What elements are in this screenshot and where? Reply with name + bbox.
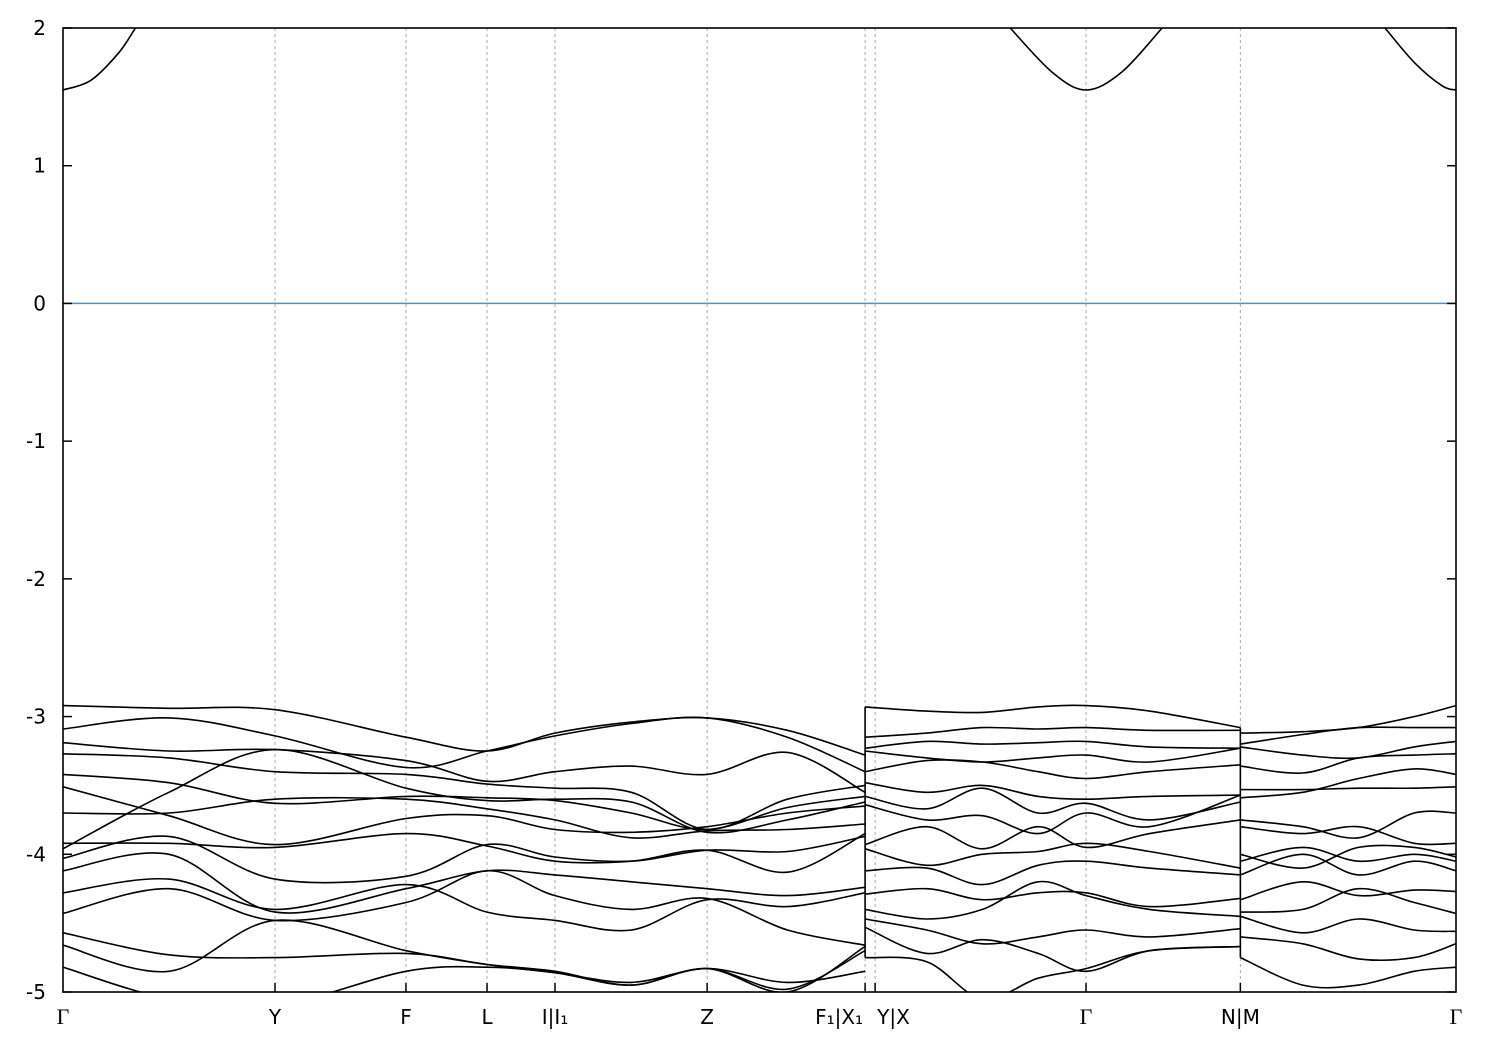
valence-band-line bbox=[63, 753, 866, 831]
valence-band-line bbox=[1240, 853, 1456, 876]
x-tick-label: I|I₁ bbox=[542, 1005, 569, 1029]
valence-band-line bbox=[865, 740, 1241, 749]
y-tick-label: -3 bbox=[26, 705, 46, 729]
valence-band-line bbox=[63, 832, 866, 874]
valence-band-line bbox=[1240, 726, 1456, 745]
valence-band-line bbox=[63, 932, 866, 992]
valence-band-line bbox=[63, 741, 866, 794]
valence-band-line bbox=[63, 704, 866, 756]
valence-band-line bbox=[865, 747, 1241, 763]
valence-band-line bbox=[865, 887, 1241, 908]
y-tick-label: 1 bbox=[33, 154, 46, 178]
y-tick-label: 2 bbox=[33, 16, 46, 40]
valence-band-line bbox=[864, 842, 1241, 869]
valence-band-line bbox=[1240, 880, 1456, 901]
x-tick-label: Γ bbox=[1450, 1004, 1463, 1029]
x-tick-label: N|M bbox=[1221, 1005, 1260, 1029]
valence-band-line bbox=[1240, 740, 1456, 760]
valence-band-line bbox=[63, 796, 866, 839]
valence-band-line bbox=[865, 860, 1241, 886]
conduction-band-line bbox=[63, 28, 137, 91]
gridlines bbox=[274, 28, 1241, 992]
valence-band-line bbox=[864, 918, 1241, 945]
x-tick-label: Y|X bbox=[876, 1005, 910, 1029]
valence-band-line bbox=[864, 794, 1241, 835]
x-tick-label: F₁|X₁ bbox=[815, 1005, 863, 1029]
y-tick-label: -1 bbox=[26, 429, 46, 453]
valence-band-line bbox=[865, 704, 1241, 729]
valence-band-line bbox=[865, 726, 1241, 738]
valence-band-line bbox=[63, 877, 866, 932]
valence-band-line bbox=[1240, 915, 1456, 934]
valence-band-line bbox=[1240, 768, 1456, 799]
x-tick-label: Y bbox=[268, 1005, 282, 1029]
valence-band-line bbox=[1240, 753, 1456, 774]
valence-band-line bbox=[63, 786, 866, 846]
valence-band-line bbox=[63, 869, 866, 946]
valence-band-line bbox=[864, 819, 1241, 850]
valence-band-line bbox=[865, 945, 1241, 992]
valence-band-line bbox=[1240, 956, 1456, 989]
valence-band-line bbox=[1240, 810, 1456, 839]
valence-band-line bbox=[63, 835, 866, 884]
bands bbox=[63, 28, 1456, 992]
valence-band-line bbox=[63, 919, 866, 984]
valence-band-line bbox=[63, 949, 866, 992]
x-tick-label: Z bbox=[700, 1005, 714, 1029]
valence-band-line bbox=[1240, 844, 1456, 869]
y-tick-label: -5 bbox=[26, 980, 46, 1004]
valence-band-line bbox=[63, 773, 866, 831]
x-axis-ticks: Γ Y F L I|I₁ Z F₁|X₁ Y|X Γ N|M Γ bbox=[57, 983, 1463, 1029]
x-tick-label: F bbox=[400, 1005, 412, 1029]
valence-band-line bbox=[1240, 936, 1456, 961]
y-tick-label: -4 bbox=[26, 842, 46, 866]
axes-border bbox=[62, 27, 1457, 993]
x-tick-label: Γ bbox=[57, 1004, 70, 1029]
conduction-band-line bbox=[1384, 28, 1456, 91]
valence-band-line bbox=[864, 880, 1241, 920]
x-tick-label: Γ bbox=[1080, 1004, 1093, 1029]
valence-band-line bbox=[63, 748, 866, 850]
valence-band-line bbox=[1240, 887, 1456, 915]
valence-band-line bbox=[864, 787, 1241, 821]
y-tick-label: -2 bbox=[26, 567, 46, 591]
plot-frame bbox=[62, 27, 1457, 993]
conduction-band-line bbox=[1009, 28, 1163, 91]
y-tick-label: 0 bbox=[33, 291, 46, 315]
x-tick-label: L bbox=[481, 1005, 493, 1029]
valence-band-line bbox=[864, 781, 1241, 801]
valence-band-line bbox=[1240, 786, 1456, 791]
y-axis-ticks: -5 -4 -3 -2 -1 0 1 2 bbox=[26, 16, 1456, 1004]
valence-band-line bbox=[1240, 846, 1456, 863]
valence-band-line bbox=[63, 716, 866, 773]
valence-band-line bbox=[1240, 825, 1456, 846]
valence-band-line bbox=[864, 759, 1241, 780]
